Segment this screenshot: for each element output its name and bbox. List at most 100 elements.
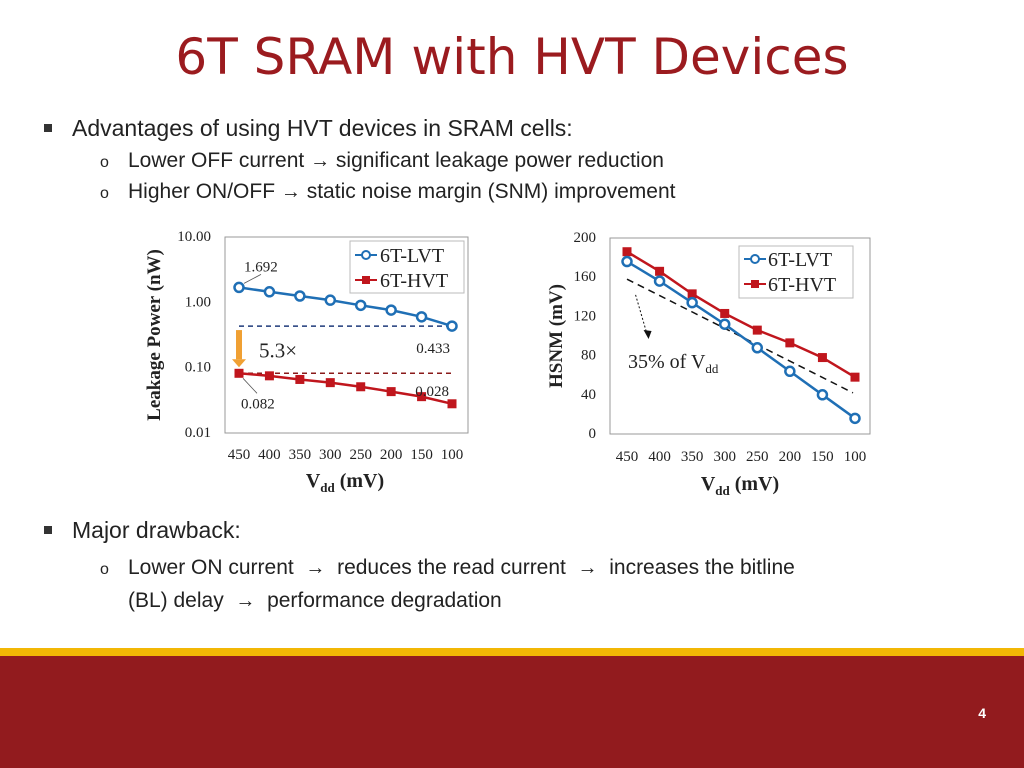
arrow-right-icon: → <box>577 557 598 579</box>
legend-lvt-label: 6T-LVT <box>768 249 832 271</box>
y-tick-label: 10.00 <box>177 229 211 245</box>
lvt-point <box>415 311 428 323</box>
x-tick-label: 450 <box>616 449 639 465</box>
leader-line <box>243 274 262 284</box>
lvt-point <box>718 318 731 330</box>
sub-text: performance degradation <box>267 589 502 612</box>
hvt-point <box>752 325 762 335</box>
callout-dotted-line <box>635 294 649 337</box>
hvt-point <box>720 308 730 318</box>
x-tick-label: 200 <box>779 449 802 465</box>
hvt-point <box>264 371 274 381</box>
x-tick-label: 300 <box>319 447 342 463</box>
lvt-point <box>751 342 764 354</box>
square-bullet-icon <box>44 526 52 534</box>
lvt-point <box>294 290 306 302</box>
y-tick-label: 0.01 <box>185 425 211 441</box>
bullet-advantages-text: Advantages of using HVT devices in SRAM … <box>72 115 573 141</box>
page-number: 4 <box>978 705 986 721</box>
y-tick-label: 120 <box>574 308 597 324</box>
legend-lvt-marker <box>361 250 371 260</box>
legend-hvt-marker <box>362 276 370 284</box>
x-tick-label: 450 <box>228 447 251 463</box>
sub-text: (BL) delay <box>128 589 224 612</box>
x-tick-label: 100 <box>844 449 867 465</box>
hvt-point <box>295 374 305 384</box>
footer-stripe <box>0 648 1024 656</box>
series-line-6T-HVT <box>238 372 453 406</box>
x-tick-label: 150 <box>811 449 834 465</box>
hvt-point <box>655 266 665 276</box>
y-tick-label: 200 <box>574 230 597 246</box>
arrow-right-icon: → <box>280 181 301 203</box>
lvt-point <box>263 286 276 298</box>
y-tick-label: 0.10 <box>185 360 211 376</box>
x-tick-label: 250 <box>349 447 372 463</box>
x-tick-label: 400 <box>258 447 281 463</box>
y-tick-label: 1.00 <box>185 294 211 310</box>
sub-bullet-on-off: o Higher ON/OFF → static noise margin (SN… <box>100 180 676 204</box>
lvt-point <box>621 255 633 268</box>
square-bullet-icon <box>44 124 52 132</box>
y-axis-label: Leakage Power (nW) <box>144 249 165 421</box>
sub-text: Higher ON/OFF <box>128 180 276 203</box>
lvt-point <box>816 389 829 401</box>
hvt-point <box>817 353 827 363</box>
sub-bullet-on-current: o Lower ON current → reduces the read cur… <box>100 552 980 617</box>
legend-hvt-label: 6T-HVT <box>380 270 448 292</box>
bullet-advantages: Advantages of using HVT devices in SRAM … <box>44 115 573 142</box>
leader-line <box>242 378 258 394</box>
lvt-point <box>446 320 458 332</box>
series-line-6T-HVT <box>626 250 856 379</box>
ratio-arrow-icon <box>236 330 242 360</box>
y-tick-label: 160 <box>574 269 597 285</box>
x-tick-label: 150 <box>410 447 433 463</box>
circle-bullet-icon: o <box>100 185 109 202</box>
hvt-point <box>447 399 457 409</box>
x-tick-label: 250 <box>746 449 769 465</box>
circle-bullet-icon: o <box>100 154 109 171</box>
hvt-point <box>234 368 244 378</box>
legend-lvt-marker <box>750 254 760 264</box>
hvt-point <box>417 392 427 402</box>
sub-text: static noise margin (SNM) improvement <box>306 180 676 203</box>
data-label-hvt-first: 0.082 <box>241 396 275 412</box>
legend-hvt-label: 6T-HVT <box>768 274 836 296</box>
data-label-lvt-last: 0.433 <box>416 341 450 357</box>
lvt-point <box>233 281 245 294</box>
ratio-arrow-head-icon <box>232 359 246 368</box>
x-tick-label: 350 <box>681 449 704 465</box>
y-tick-label: 0 <box>589 426 597 442</box>
percent-annotation: 35% of Vdd <box>628 351 719 376</box>
x-tick-label: 400 <box>648 449 671 465</box>
sub-text: increases the bitline <box>609 556 795 579</box>
sub-text: reduces the read current <box>337 556 566 579</box>
sub-bullet-off-current: o Lower OFF current → significant leakage… <box>100 149 664 173</box>
legend: 6T-LVT 6T-HVT <box>738 245 854 299</box>
x-tick-label: 350 <box>289 447 312 463</box>
ratio-label: 5.3× <box>259 339 297 363</box>
hvt-point <box>687 289 697 299</box>
lvt-point <box>849 412 861 425</box>
arrow-right-icon: → <box>235 590 256 612</box>
legend-hvt-marker <box>751 280 759 288</box>
data-label-lvt-first: 1.692 <box>244 259 278 275</box>
footer-bar <box>0 656 1024 768</box>
slide-title: 6T SRAM with HVT Devices <box>175 28 849 86</box>
y-tick-label: 40 <box>581 387 596 403</box>
x-tick-label: 200 <box>380 447 403 463</box>
hvt-point <box>622 247 632 257</box>
bullet-drawback-text: Major drawback: <box>72 517 241 543</box>
sub-text: significant leakage power reduction <box>335 149 664 172</box>
x-tick-label: 300 <box>713 449 736 465</box>
arrow-right-icon: → <box>310 150 331 172</box>
hvt-point <box>356 382 366 392</box>
hvt-point <box>325 378 335 388</box>
y-axis-label: HSNM (mV) <box>546 284 567 388</box>
sub-text: Lower OFF current <box>128 149 305 172</box>
bullet-drawback: Major drawback: <box>44 517 241 544</box>
legend: 6T-LVT 6T-HVT <box>349 240 465 294</box>
lvt-point <box>385 304 397 316</box>
hvt-point <box>785 338 795 348</box>
